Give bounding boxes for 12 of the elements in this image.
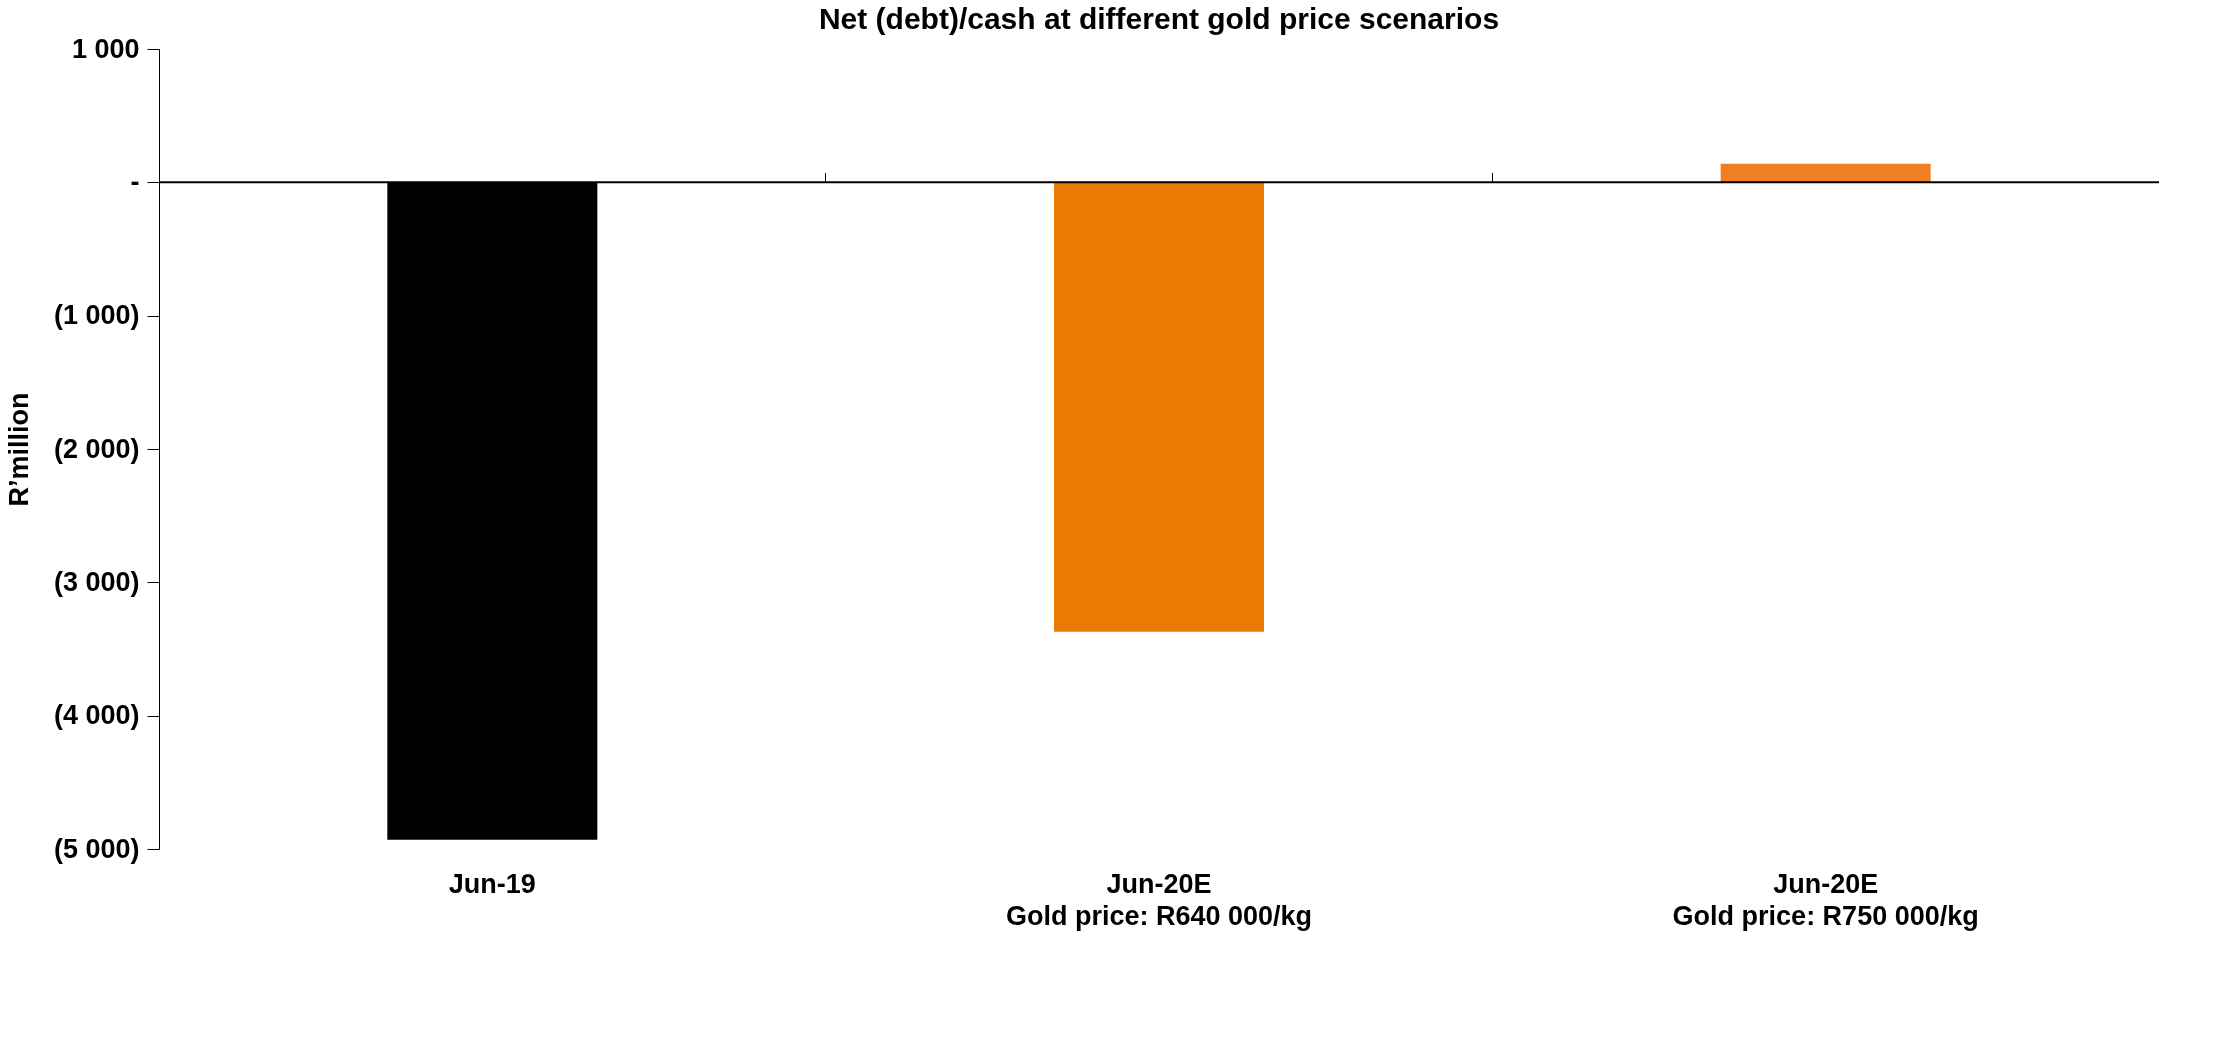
y-tick-label: 1 000	[71, 33, 140, 64]
y-axis-title: R’million	[3, 392, 34, 507]
y-tick-label: (1 000)	[53, 300, 140, 331]
y-tick-label: (5 000)	[53, 833, 140, 864]
chart-title: Net (debt)/cash at different gold price scenarios	[818, 2, 1500, 35]
y-tick-label: -	[130, 166, 140, 197]
x-tick-label: Jun-20E Gold price: R750 000/kg	[1672, 868, 1979, 931]
y-tick-label: (3 000)	[53, 566, 140, 597]
y-tick-label: (2 000)	[53, 433, 140, 464]
y-tick-label: (4 000)	[53, 700, 140, 731]
x-tick-label: Jun-20E Gold price: R640 000/kg	[1005, 868, 1313, 931]
x-tick-label: Jun-19	[448, 868, 536, 899]
